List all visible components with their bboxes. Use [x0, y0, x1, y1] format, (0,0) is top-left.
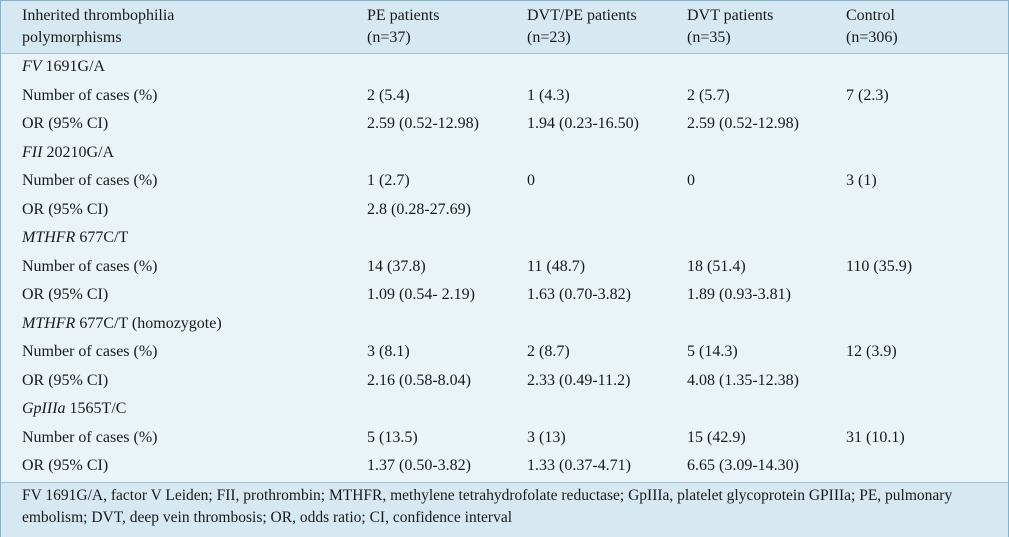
cell-pe: 1.09 (0.54- 2.19) [367, 286, 475, 303]
cell-dvt: 5 (14.3) [687, 343, 738, 360]
row-label: OR (95% CI) [22, 201, 109, 218]
cell-dvt: 2 (5.7) [687, 87, 730, 104]
cell-control: 31 (10.1) [846, 429, 905, 446]
section-title: FV 1691G/A [22, 56, 105, 78]
row-label: Number of cases (%) [22, 87, 158, 104]
section-row-mthfr: MTHFR 677C/T [1, 224, 1008, 253]
cell-pe: 5 (13.5) [367, 429, 418, 446]
cell-dvtpe: 3 (13) [527, 429, 566, 446]
cell-control: 3 (1) [846, 172, 877, 189]
cell-dvtpe: 1.33 (0.37-4.71) [527, 457, 631, 474]
cell-pe: 3 (8.1) [367, 343, 410, 360]
header-control-line2: (n=306) [846, 29, 898, 46]
cell-pe: 2.16 (0.58-8.04) [367, 372, 471, 389]
cell-control: 110 (35.9) [846, 258, 913, 275]
row-label: OR (95% CI) [22, 286, 109, 303]
section-row-gpiiia: GpIIIa 1565T/C [1, 395, 1008, 424]
cell-dvtpe: 1.63 (0.70-3.82) [527, 286, 631, 303]
row-label: OR (95% CI) [22, 457, 109, 474]
cell-dvt: 0 [687, 172, 695, 189]
table-row: OR (95% CI) 2.8 (0.28-27.69) [1, 196, 1008, 225]
cell-pe: 2.8 (0.28-27.69) [367, 201, 471, 218]
section-row-fv: FV 1691G/A [1, 53, 1008, 82]
cell-dvt: 4.08 (1.35-12.38) [687, 372, 799, 389]
table-footnote: FV 1691G/A, factor V Leiden; FII, prothr… [1, 482, 1008, 537]
cell-pe: 2.59 (0.52-12.98) [367, 115, 479, 132]
cell-pe: 1.37 (0.50-3.82) [367, 457, 471, 474]
table-row: OR (95% CI) 1.09 (0.54- 2.19) 1.63 (0.70… [1, 281, 1008, 310]
gene-variant: 677C/T [75, 229, 129, 246]
header-dvt-line1: DVT patients [687, 7, 774, 24]
header-control: Control (n=306) [846, 5, 898, 49]
cell-dvt: 18 (51.4) [687, 258, 746, 275]
row-label: Number of cases (%) [22, 172, 158, 189]
row-label: OR (95% CI) [22, 372, 109, 389]
header-polymorphisms-line1: Inherited thrombophilia [22, 7, 175, 24]
table-row: OR (95% CI) 1.37 (0.50-3.82) 1.33 (0.37-… [1, 452, 1008, 481]
cell-pe: 2 (5.4) [367, 87, 410, 104]
cell-dvt: 1.89 (0.93-3.81) [687, 286, 791, 303]
table-row: Number of cases (%) 2 (5.4) 1 (4.3) 2 (5… [1, 82, 1008, 111]
gene-variant: 677C/T (homozygote) [75, 315, 222, 332]
section-row-mthfr-homozygote: MTHFR 677C/T (homozygote) [1, 310, 1008, 339]
cell-dvtpe: 1.94 (0.23-16.50) [527, 115, 639, 132]
gene-variant: 1691G/A [41, 58, 106, 75]
cell-control: 7 (2.3) [846, 87, 889, 104]
footnote-text: FV 1691G/A, factor V Leiden; FII, prothr… [22, 487, 953, 526]
header-pe-line1: PE patients [367, 7, 440, 24]
table-row: Number of cases (%) 14 (37.8) 11 (48.7) … [1, 253, 1008, 282]
section-title: FII 20210G/A [22, 142, 114, 164]
cell-dvt: 15 (42.9) [687, 429, 746, 446]
header-polymorphisms-line2: polymorphisms [22, 29, 122, 46]
cell-control: 12 (3.9) [846, 343, 897, 360]
cell-dvtpe: 2.33 (0.49-11.2) [527, 372, 631, 389]
gene-name: FV [22, 58, 42, 75]
header-dvt-line2: (n=35) [687, 29, 731, 46]
cell-dvtpe: 0 [527, 172, 535, 189]
cell-dvtpe: 11 (48.7) [527, 258, 586, 275]
row-label: Number of cases (%) [22, 429, 158, 446]
section-title: MTHFR 677C/T (homozygote) [22, 313, 222, 335]
header-dvt-patients: DVT patients (n=35) [687, 5, 773, 49]
cell-dvtpe: 2 (8.7) [527, 343, 570, 360]
table-row: OR (95% CI) 2.16 (0.58-8.04) 2.33 (0.49-… [1, 367, 1008, 396]
row-label: OR (95% CI) [22, 115, 109, 132]
gene-name: FII [22, 144, 43, 161]
section-row-fii: FII 20210G/A [1, 139, 1008, 168]
row-label: Number of cases (%) [22, 343, 158, 360]
header-pe-patients: PE patients (n=37) [367, 5, 439, 49]
header-polymorphisms: Inherited thrombophilia polymorphisms [22, 5, 174, 49]
header-dvt-pe-patients: DVT/PE patients (n=23) [527, 5, 637, 49]
table-row: Number of cases (%) 3 (8.1) 2 (8.7) 5 (1… [1, 338, 1008, 367]
table-row: Number of cases (%) 5 (13.5) 3 (13) 15 (… [1, 424, 1008, 453]
gene-name: MTHFR [22, 229, 76, 246]
table-row: OR (95% CI) 2.59 (0.52-12.98) 1.94 (0.23… [1, 110, 1008, 139]
table-header: Inherited thrombophilia polymorphisms PE… [1, 1, 1008, 54]
section-title: GpIIIa 1565T/C [22, 398, 126, 420]
gene-name: MTHFR [22, 315, 76, 332]
header-pe-line2: (n=37) [367, 29, 411, 46]
header-dvtpe-line2: (n=23) [527, 29, 571, 46]
table-row: Number of cases (%) 1 (2.7) 0 0 3 (1) [1, 167, 1008, 196]
cell-pe: 1 (2.7) [367, 172, 410, 189]
gene-variant: 20210G/A [42, 144, 114, 161]
cell-dvtpe: 1 (4.3) [527, 87, 570, 104]
gene-variant: 1565T/C [65, 400, 127, 417]
gene-name: GpIIIa [22, 400, 66, 417]
header-control-line1: Control [846, 7, 895, 24]
row-label: Number of cases (%) [22, 258, 158, 275]
cell-pe: 14 (37.8) [367, 258, 426, 275]
cell-dvt: 2.59 (0.52-12.98) [687, 115, 799, 132]
header-dvtpe-line1: DVT/PE patients [527, 7, 637, 24]
section-title: MTHFR 677C/T [22, 227, 128, 249]
cell-dvt: 6.65 (3.09-14.30) [687, 457, 799, 474]
